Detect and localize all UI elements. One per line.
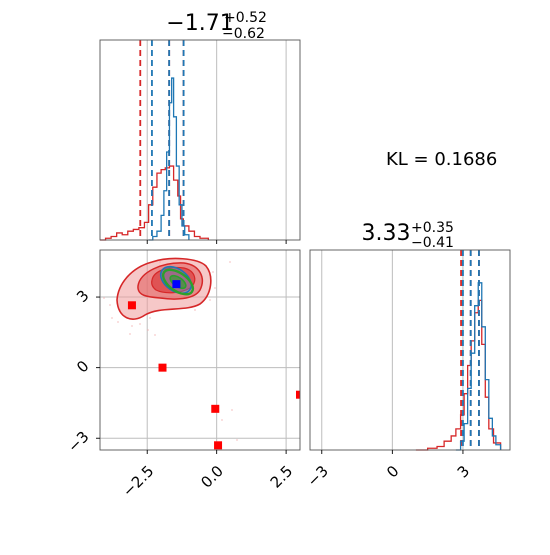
title-param2-value: 3.33 — [362, 221, 411, 246]
x-tick-label: 3 — [454, 462, 473, 481]
x-tick-label: −2.5 — [119, 462, 157, 500]
joint-frame — [99, 249, 301, 451]
red-marker — [296, 390, 300, 399]
title-param2-plus: +0.35 — [411, 220, 454, 236]
y-tick-label: 0 — [73, 357, 92, 376]
hist-red — [415, 299, 502, 451]
title-param2: 3.33 — [362, 221, 411, 246]
title-param2-minus: −0.41 — [411, 235, 454, 251]
x-tick-label: 0 — [383, 462, 402, 481]
red-marker — [158, 363, 167, 372]
blue-marker — [172, 280, 181, 289]
marginal-y-frame — [309, 249, 511, 451]
marginal-y-panel: −3 0 3 — [304, 249, 511, 490]
x-tick-label: 0.0 — [197, 462, 227, 492]
title-param1-plus: +0.52 — [224, 10, 267, 26]
title-param1-value: −1.71 — [166, 11, 233, 36]
y-tick-label: −3 — [64, 428, 92, 456]
joint-density — [103, 257, 300, 450]
kl-label: KL = 0.1686 — [386, 149, 497, 170]
x-tick-label: −3 — [304, 462, 332, 490]
marginal-x-panel — [99, 39, 301, 244]
contour-green-outer — [161, 268, 195, 296]
x-tick-label: 2.5 — [267, 462, 297, 492]
red-marker — [127, 301, 136, 310]
hist-red — [100, 165, 209, 241]
y-tick-label: 3 — [73, 286, 92, 305]
red-marker — [211, 404, 220, 413]
title-param1-minus: −0.62 — [222, 26, 265, 42]
marginal-x-frame — [99, 39, 301, 241]
title-param1: −1.71 — [166, 11, 233, 36]
hist-blue — [148, 77, 190, 241]
red-marker — [214, 441, 223, 450]
joint-panel: −2.5 0.0 2.5 3 0 −3 — [64, 249, 301, 500]
